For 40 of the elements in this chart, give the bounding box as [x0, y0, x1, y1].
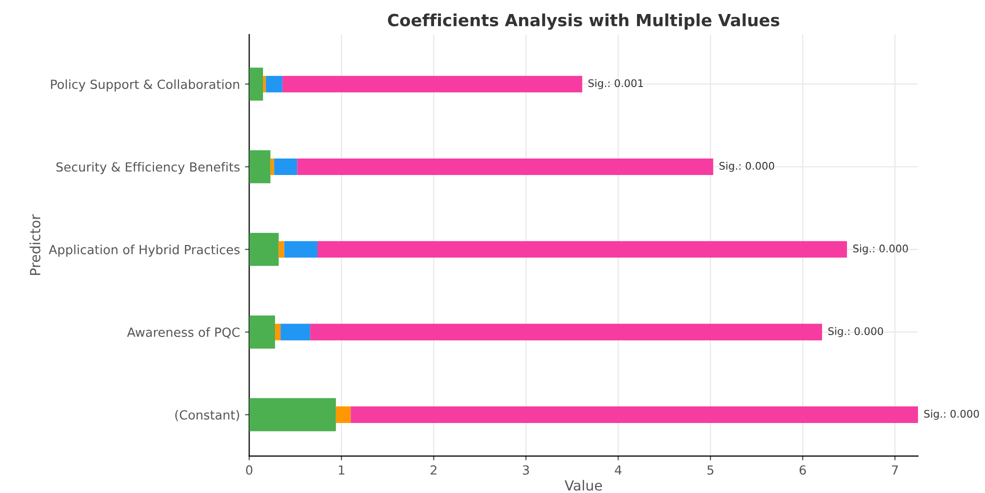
annotation: Sig.: 0.000 [853, 244, 908, 254]
bar [282, 76, 582, 92]
annotation: Sig.: 0.001 [588, 79, 643, 90]
x-tick-label: 0 [246, 465, 252, 475]
y-tick-label: Awareness of PQC [127, 327, 240, 338]
bar [249, 316, 276, 349]
bar [280, 324, 310, 340]
bar [275, 324, 281, 340]
x-tick-label: 5 [707, 465, 714, 475]
bar [336, 406, 351, 423]
bar [249, 68, 264, 101]
x-tick-label: 4 [614, 465, 622, 475]
bar [274, 158, 298, 176]
bar [249, 232, 279, 266]
x-tick-label: 6 [800, 465, 806, 475]
x-tick-label: 3 [522, 465, 529, 475]
y-tick-label: (Constant) [175, 410, 240, 422]
bar [284, 241, 318, 258]
y-tick-label: Application of Hybrid Practices [48, 244, 240, 257]
annotation: Sig.: 0.000 [828, 327, 884, 338]
bar [249, 150, 270, 184]
bar [317, 241, 847, 258]
bar [270, 158, 274, 176]
annotation: Sig.: 0.000 [719, 162, 774, 172]
x-tick-label: 7 [892, 465, 898, 475]
bar [310, 324, 822, 340]
bar [350, 406, 918, 423]
bar [266, 76, 282, 92]
y-tick-label: Security & Efficiency Benefits [56, 162, 240, 174]
y-axis-title: Predictor [30, 214, 40, 275]
bar [263, 76, 266, 92]
y-tick-label: Policy Support & Collaboration [51, 79, 240, 92]
x-axis-title: Value [564, 480, 602, 491]
x-tick-label: 2 [430, 465, 436, 475]
bar [278, 241, 284, 258]
bar [249, 398, 336, 432]
chart-title: Coefficients Analysis with Multiple Values [388, 14, 780, 30]
x-tick-label: 1 [338, 465, 344, 475]
annotation: Sig.: 0.000 [924, 410, 979, 420]
bar [297, 158, 714, 176]
